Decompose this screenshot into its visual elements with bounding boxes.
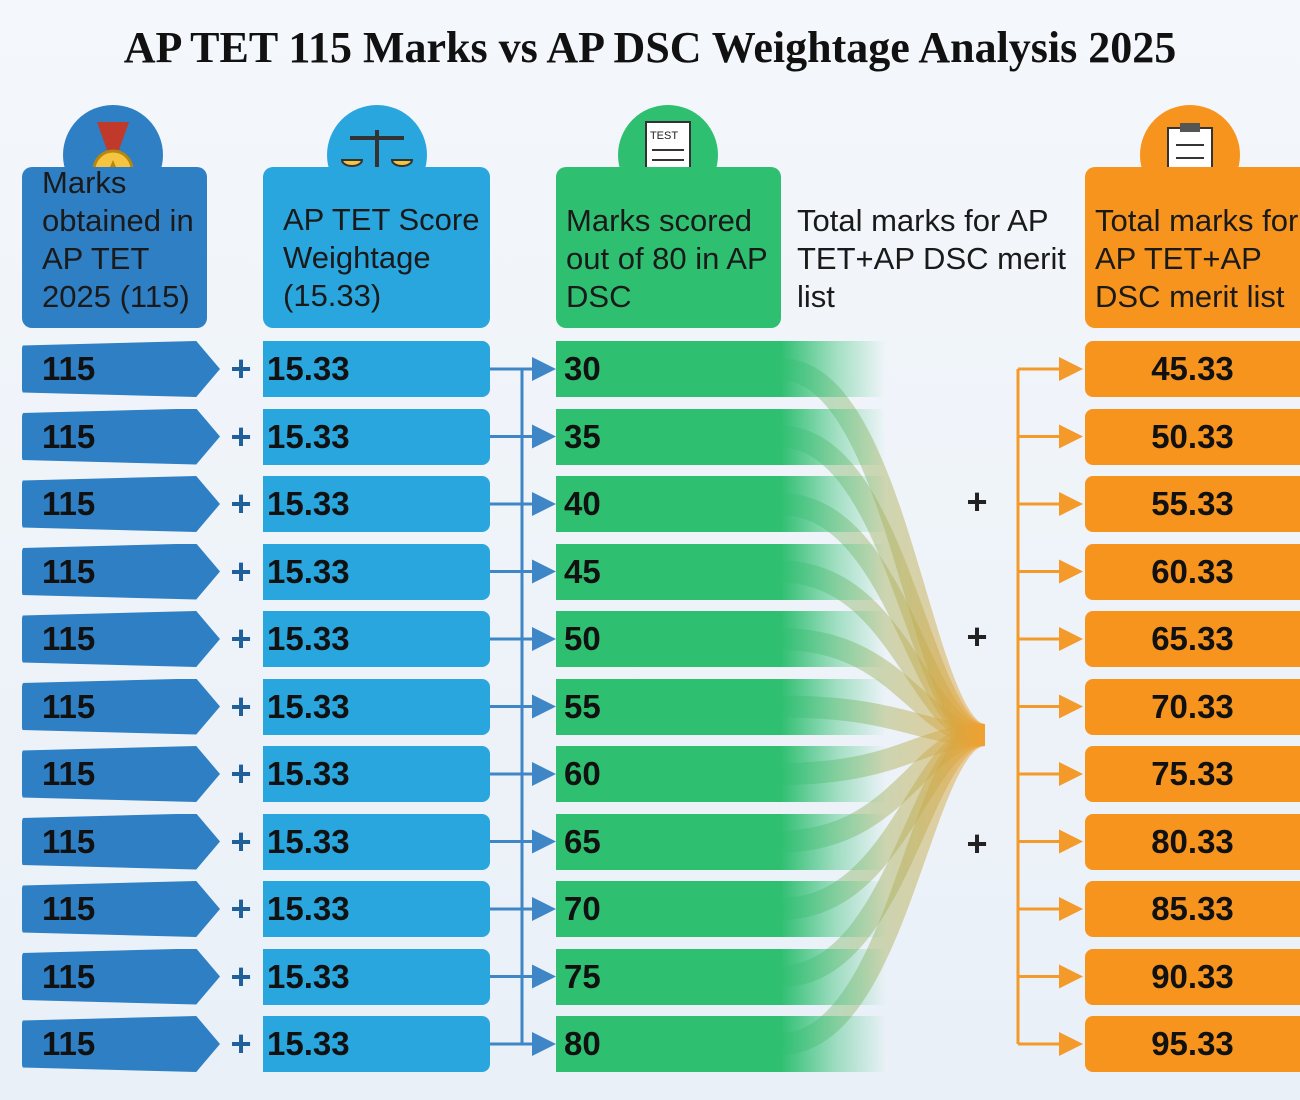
tet-marks: 115 bbox=[22, 813, 220, 870]
tet-marks: 115 bbox=[22, 408, 220, 465]
weightage: 15.33 bbox=[263, 881, 490, 937]
total-marks: 45.33 bbox=[1085, 341, 1300, 397]
plus-sign: + bbox=[966, 616, 988, 657]
plus-sign: + bbox=[966, 823, 988, 864]
total-marks: 60.33 bbox=[1085, 543, 1300, 600]
plus-sign: + bbox=[230, 483, 252, 524]
dsc-marks: 65 bbox=[556, 813, 886, 870]
dsc-marks: 35 bbox=[556, 408, 886, 465]
total-marks: 55.33 bbox=[1085, 476, 1300, 532]
weightage: 15.33 bbox=[263, 543, 490, 600]
tet-marks: 115 bbox=[22, 948, 220, 1005]
weightage: 15.33 bbox=[263, 408, 490, 465]
dsc-marks: 80 bbox=[556, 1016, 886, 1072]
tet-marks: 115 bbox=[22, 678, 220, 735]
tet-marks: 115 bbox=[22, 1016, 220, 1072]
title: AP TET 115 Marks vs AP DSC Weightage Ana… bbox=[123, 23, 1177, 72]
header: Marks obtained in AP TET 2025 (115) bbox=[22, 167, 207, 328]
header: AP TET Score Weightage (15.33) bbox=[263, 167, 490, 328]
header: Total marks for AP TET+AP DSC merit list bbox=[1085, 167, 1300, 328]
weightage: 15.33 bbox=[263, 813, 490, 870]
tet-marks: 115 bbox=[22, 476, 220, 532]
total-marks: 70.33 bbox=[1085, 678, 1300, 735]
dsc-marks: 50 bbox=[556, 611, 886, 667]
weightage: 15.33 bbox=[263, 678, 490, 735]
tet-marks: 115 bbox=[22, 611, 220, 667]
total-marks: 65.33 bbox=[1085, 611, 1300, 667]
tet-marks: 115 bbox=[22, 881, 220, 937]
total-marks: 90.33 bbox=[1085, 948, 1300, 1005]
icon-label: TEST bbox=[650, 130, 678, 142]
plus-sign: + bbox=[230, 348, 252, 389]
tet-marks: 115 bbox=[22, 341, 220, 397]
plus-sign: + bbox=[230, 618, 252, 659]
weightage: 15.33 bbox=[263, 746, 490, 802]
dsc-marks: 40 bbox=[556, 476, 886, 532]
weightage: 15.33 bbox=[263, 476, 490, 532]
plus-sign: + bbox=[230, 820, 252, 862]
plus-sign: + bbox=[230, 888, 252, 929]
dsc-marks: 75 bbox=[556, 948, 886, 1005]
dsc-marks: 60 bbox=[556, 746, 886, 802]
plus-sign: + bbox=[230, 753, 252, 794]
plus-sign: + bbox=[230, 685, 252, 727]
plus-sign: + bbox=[230, 1023, 252, 1064]
dsc-marks: 30 bbox=[556, 341, 886, 397]
dsc-marks: 70 bbox=[556, 881, 886, 937]
dsc-marks: 45 bbox=[556, 543, 886, 600]
plus-sign: + bbox=[230, 955, 252, 997]
total-marks: 85.33 bbox=[1085, 881, 1300, 937]
total-marks: 75.33 bbox=[1085, 746, 1300, 802]
plus-sign: + bbox=[966, 481, 988, 522]
tet-marks: 115 bbox=[22, 746, 220, 802]
header: Marks scored out of 80 in AP DSC bbox=[556, 167, 781, 328]
tet-marks: 115 bbox=[22, 543, 220, 600]
weightage: 15.33 bbox=[263, 611, 490, 667]
dsc-marks: 55 bbox=[556, 678, 886, 735]
total-marks: 80.33 bbox=[1085, 813, 1300, 870]
plus-sign: + bbox=[230, 550, 252, 592]
plus-sign: + bbox=[230, 415, 252, 457]
total-marks: 95.33 bbox=[1085, 1016, 1300, 1072]
weightage: 15.33 bbox=[263, 1016, 490, 1072]
header: Total marks for AP TET+AP DSC merit list bbox=[797, 203, 1067, 314]
weightage: 15.33 bbox=[263, 948, 490, 1005]
weightage: 15.33 bbox=[263, 341, 490, 397]
total-marks: 50.33 bbox=[1085, 408, 1300, 465]
